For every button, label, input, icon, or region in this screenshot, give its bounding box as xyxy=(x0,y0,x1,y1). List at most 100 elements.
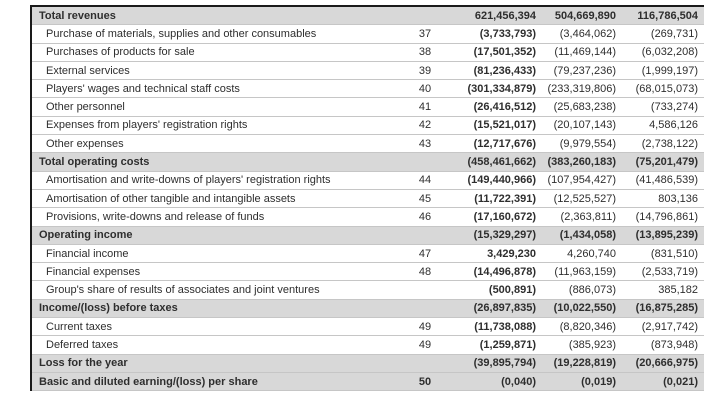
row-note-number: 49 xyxy=(418,338,432,351)
row-note-number: 48 xyxy=(418,265,432,278)
row-value-current-year: 621,456,394 xyxy=(474,9,536,22)
row-note-number: 45 xyxy=(418,192,432,205)
row-value-current-year: (17,160,672) xyxy=(473,210,536,223)
row-label: Financial expenses xyxy=(46,265,141,278)
row-label: Financial income xyxy=(46,247,129,260)
row-note-number: 49 xyxy=(418,320,432,333)
table-row: Operating income (15,329,297) (1,434,058… xyxy=(32,226,704,245)
row-note-number: 40 xyxy=(418,82,432,95)
row-value-change: (2,533,719) xyxy=(641,265,698,278)
row-value-current-year: (11,738,088) xyxy=(474,320,536,333)
row-note-number: 41 xyxy=(418,101,432,114)
row-value-prior-year: (10,022,550) xyxy=(553,302,616,315)
table-row: External services 39 (81,236,433) (79,23… xyxy=(32,61,704,81)
table-row: Amortisation and write-downs of players'… xyxy=(32,171,704,190)
row-value-change: 385,182 xyxy=(658,284,698,297)
row-value-current-year: (17,501,352) xyxy=(473,46,536,59)
row-value-change: (269,731) xyxy=(650,27,698,40)
row-value-change: 116,786,504 xyxy=(637,9,698,22)
row-note-number: 44 xyxy=(418,174,432,187)
row-value-prior-year: (25,683,238) xyxy=(553,101,616,114)
row-label: Provisions, write-downs and release of f… xyxy=(46,210,265,223)
row-label: Income/(loss) before taxes xyxy=(39,302,178,315)
row-note-number: 39 xyxy=(418,64,432,77)
row-value-prior-year: (0,019) xyxy=(581,375,616,388)
row-value-prior-year: (107,954,427) xyxy=(547,174,617,187)
row-note-number: 38 xyxy=(418,46,432,59)
row-value-prior-year: 504,669,890 xyxy=(554,9,616,22)
row-value-prior-year: (3,464,062) xyxy=(559,27,616,40)
row-value-change: (75,201,479) xyxy=(635,156,698,169)
row-value-change: 4,586,126 xyxy=(649,119,698,132)
row-label: Basic and diluted earning/(loss) per sha… xyxy=(39,375,258,388)
row-value-current-year: (14,496,878) xyxy=(473,265,536,278)
row-value-current-year: (11,722,391) xyxy=(474,192,536,205)
row-label: Group's share of results of associates a… xyxy=(46,284,320,297)
row-label: Other personnel xyxy=(46,101,125,114)
row-value-change: (2,917,742) xyxy=(641,320,698,333)
row-value-prior-year: (11,469,144) xyxy=(554,46,616,59)
row-label: Operating income xyxy=(39,229,133,242)
row-label: Other expenses xyxy=(46,137,124,150)
row-value-current-year: (12,717,676) xyxy=(473,137,536,150)
row-note-number: 43 xyxy=(418,137,432,150)
table-row: Expenses from players' registration righ… xyxy=(32,116,704,136)
row-value-prior-year: (20,107,143) xyxy=(553,119,616,132)
row-value-current-year: (81,236,433) xyxy=(473,64,536,77)
table-row: Income/(loss) before taxes (26,897,835) … xyxy=(32,299,704,319)
table-row: Other personnel 41 (26,416,512) (25,683,… xyxy=(32,98,704,117)
income-statement-table: Total revenues 621,456,394 504,669,890 1… xyxy=(30,5,704,392)
row-value-prior-year: (233,319,806) xyxy=(547,82,617,95)
row-label: Loss for the year xyxy=(39,357,128,370)
row-value-change: (20,666,975) xyxy=(635,357,698,370)
table-row: Basic and diluted earning/(loss) per sha… xyxy=(32,372,704,392)
row-value-current-year: (15,521,017) xyxy=(473,119,536,132)
table-row: Deferred taxes 49 (1,259,871) (385,923) … xyxy=(32,336,704,355)
row-value-change: (13,895,239) xyxy=(635,229,698,242)
row-value-current-year: (1,259,871) xyxy=(479,338,536,351)
row-value-change: (68,015,073) xyxy=(635,82,698,95)
row-value-prior-year: (886,073) xyxy=(568,284,616,297)
row-value-change: (831,510) xyxy=(650,247,698,260)
row-note-number: 47 xyxy=(418,247,432,260)
row-value-current-year: (149,440,966) xyxy=(467,174,537,187)
row-value-change: (0,021) xyxy=(663,375,698,388)
row-label: Deferred taxes xyxy=(46,338,119,351)
row-label: Players' wages and technical staff costs xyxy=(46,82,240,95)
table-row: Group's share of results of associates a… xyxy=(32,281,704,300)
row-value-prior-year: (12,525,527) xyxy=(553,192,616,205)
table-row: Other expenses 43 (12,717,676) (9,979,55… xyxy=(32,135,704,154)
row-value-change: (2,738,122) xyxy=(641,137,698,150)
table-row: Purchase of materials, supplies and othe… xyxy=(32,25,704,44)
row-value-current-year: (26,897,835) xyxy=(473,302,536,315)
row-value-change: (14,796,861) xyxy=(635,210,698,223)
table-row: Financial expenses 48 (14,496,878) (11,9… xyxy=(32,263,704,282)
row-value-current-year: 3,429,230 xyxy=(487,247,536,260)
row-value-current-year: (39,895,794) xyxy=(473,357,536,370)
row-value-prior-year: (8,820,346) xyxy=(559,320,616,333)
row-value-current-year: (458,461,662) xyxy=(467,156,537,169)
row-value-change: 803,136 xyxy=(658,192,698,205)
table-row: Players' wages and technical staff costs… xyxy=(32,80,704,99)
row-value-change: (1,999,197) xyxy=(641,64,698,77)
row-value-prior-year: (9,979,554) xyxy=(559,137,616,150)
row-value-change: (733,274) xyxy=(650,101,698,114)
row-value-change: (16,875,285) xyxy=(635,302,698,315)
row-value-change: (6,032,208) xyxy=(641,46,698,59)
row-value-prior-year: (79,237,236) xyxy=(553,64,616,77)
row-value-prior-year: (19,228,819) xyxy=(553,357,616,370)
table-row: Total revenues 621,456,394 504,669,890 1… xyxy=(32,7,704,26)
row-value-change: (873,948) xyxy=(650,338,698,351)
row-value-current-year: (3,733,793) xyxy=(479,27,536,40)
row-label: Current taxes xyxy=(46,320,113,333)
row-value-prior-year: (1,434,058) xyxy=(559,229,616,242)
row-note-number: 37 xyxy=(418,27,432,40)
row-value-prior-year: (11,963,159) xyxy=(554,265,616,278)
row-value-prior-year: 4,260,740 xyxy=(567,247,616,260)
row-label: Expenses from players' registration righ… xyxy=(46,119,248,132)
table-row: Total operating costs (458,461,662) (383… xyxy=(32,153,704,172)
table-row: Current taxes 49 (11,738,088) (8,820,346… xyxy=(32,318,704,337)
row-value-prior-year: (383,260,183) xyxy=(547,156,617,169)
row-note-number: 46 xyxy=(418,210,432,223)
row-value-current-year: (301,334,879) xyxy=(467,82,537,95)
